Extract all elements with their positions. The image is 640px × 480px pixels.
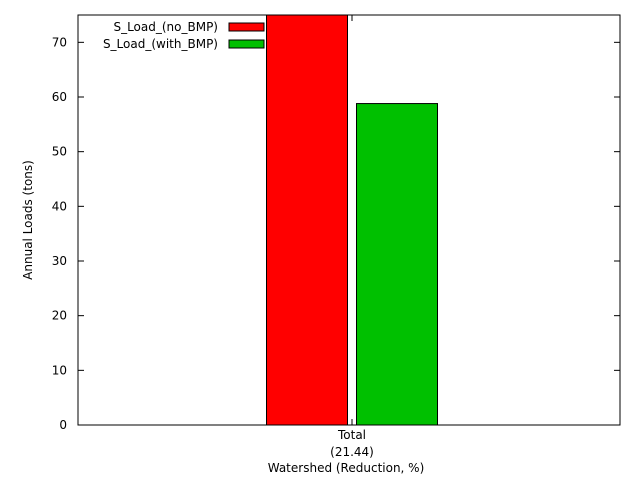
legend-label: S_Load_(with_BMP) bbox=[103, 37, 218, 51]
legend-swatch bbox=[228, 22, 265, 32]
plot-frame bbox=[77, 14, 621, 426]
y-tick-label: 30 bbox=[52, 254, 67, 268]
y-tick-label: 20 bbox=[52, 309, 67, 323]
y-tick-label: 60 bbox=[52, 90, 67, 104]
y-tick-label: 70 bbox=[52, 35, 67, 49]
x-tick-sublabel: (21.44) bbox=[330, 445, 374, 459]
y-tick-label: 50 bbox=[52, 145, 67, 159]
bar-no-bmp bbox=[266, 14, 348, 426]
legend: S_Load_(no_BMP) S_Load_(with_BMP) bbox=[103, 20, 265, 51]
bar-with-bmp bbox=[356, 103, 438, 426]
axes-layer: 0 10 20 30 40 50 60 70 Total (21.44) bbox=[52, 14, 621, 459]
x-axis-label: Watershed (Reduction, %) bbox=[268, 461, 425, 475]
y-axis-label: Annual Loads (tons) bbox=[21, 160, 35, 280]
x-tick-label: Total bbox=[337, 428, 366, 442]
legend-swatch bbox=[228, 39, 265, 49]
legend-label: S_Load_(no_BMP) bbox=[113, 20, 218, 34]
y-tick-label: 40 bbox=[52, 199, 67, 213]
y-tick-label: 10 bbox=[52, 363, 67, 377]
y-tick-label: 0 bbox=[59, 418, 67, 432]
bars-layer bbox=[266, 14, 438, 426]
